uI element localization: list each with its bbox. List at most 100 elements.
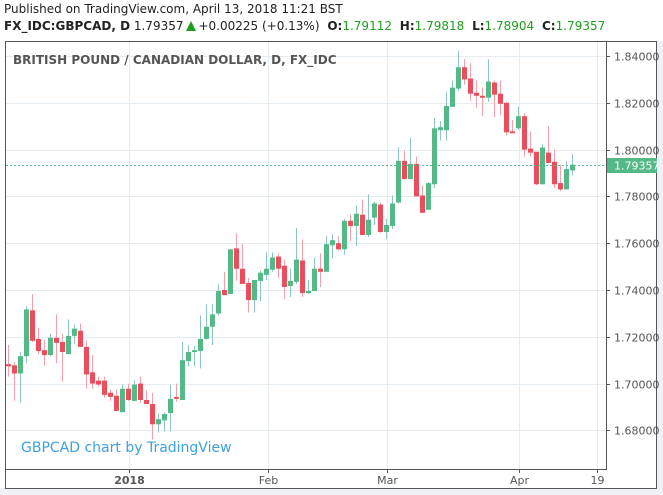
candle-body (6, 364, 11, 367)
candle-body (396, 160, 401, 203)
candle-up (516, 106, 521, 131)
candle-body (354, 213, 359, 226)
candle-body (384, 224, 389, 232)
price-axis[interactable]: 1.84000 1.82000 1.80000 1.78000 1.76000 1.740… (606, 51, 660, 438)
candle-body (192, 350, 197, 353)
candle-body (210, 314, 215, 327)
candle-body (486, 81, 491, 98)
candle-down (60, 333, 65, 382)
candle-body (378, 204, 383, 232)
candles (6, 50, 575, 440)
y-tick-label: 1.82000 (614, 98, 660, 111)
candle-body (36, 338, 41, 352)
close-value: 1.79357 (555, 19, 606, 33)
candle-body (216, 290, 221, 314)
candle-body (96, 380, 101, 385)
candle-up (432, 118, 437, 189)
candle-body (18, 356, 23, 374)
candle-body (102, 380, 107, 395)
candle-down (474, 80, 479, 108)
candle-up (228, 249, 233, 294)
candle-up (444, 91, 449, 141)
price-change: +0.00225 (+0.13%) (198, 19, 320, 33)
y-tick-label: 1.70000 (614, 379, 660, 392)
candle-down (528, 131, 533, 157)
candle-body (60, 341, 65, 353)
candle-down (114, 389, 119, 411)
candle-body (162, 414, 167, 421)
candle-body (84, 346, 89, 375)
candle-down (138, 376, 143, 404)
candle-down (246, 277, 251, 313)
low-label: L: (472, 19, 485, 33)
candle-down (468, 63, 473, 101)
candle-down (504, 101, 509, 136)
candle-body (390, 203, 395, 226)
candle-body (126, 388, 131, 400)
y-tick-label: 1.80000 (614, 145, 660, 158)
candle-body (264, 268, 269, 275)
candle-up (408, 137, 413, 180)
candle-down (36, 327, 41, 355)
candle-body (570, 164, 575, 171)
grid (6, 42, 606, 469)
candle-body (198, 338, 203, 352)
candle-body (108, 392, 113, 397)
candle-body (414, 163, 419, 197)
candle-body (114, 395, 119, 411)
candle-body (156, 419, 161, 425)
candle-down (222, 271, 227, 296)
candle-body (258, 272, 263, 281)
candle-body (168, 398, 173, 414)
candle-up (162, 412, 167, 432)
chart-title: BRITISH POUND / CANADIAN DOLLAR, D, FX_I… (13, 53, 337, 68)
candle-down (126, 383, 131, 401)
candle-up (342, 218, 347, 255)
candle-body (30, 310, 35, 341)
candle-up (306, 279, 311, 294)
candle-body (228, 249, 233, 294)
candle-body (138, 383, 143, 400)
candle-up (180, 341, 185, 400)
candle-down (90, 355, 95, 389)
candle-down (150, 392, 155, 440)
candle-body (366, 219, 371, 236)
candle-body (318, 268, 323, 272)
candle-down (492, 80, 497, 118)
x-tick-label: Feb (259, 474, 278, 487)
candle-up (198, 315, 203, 369)
candle-up (24, 306, 29, 364)
candle-body (348, 220, 353, 226)
candle-down (108, 389, 113, 401)
candle-body (420, 195, 425, 213)
symbol-label: FX_IDC:GBPCAD, D (4, 19, 131, 33)
candle-up (324, 236, 329, 272)
candle-body (498, 93, 503, 104)
candle-body (444, 105, 449, 131)
time-axis[interactable]: 2018 Feb Mar Apr 19 (114, 469, 605, 487)
candle-body (504, 102, 509, 133)
candle-up (252, 279, 257, 313)
candle-down (462, 59, 467, 85)
candle-down (54, 314, 59, 364)
candle-down (420, 185, 425, 213)
candle-up (540, 144, 545, 185)
candle-body (324, 244, 329, 272)
candle-up (384, 218, 389, 240)
candle-body (510, 131, 515, 134)
candle-body (534, 151, 539, 185)
watermark[interactable]: GBPCAD chart by TradingView (21, 440, 232, 456)
candle-body (204, 326, 209, 339)
candle-up (450, 80, 455, 107)
candle-down (240, 244, 245, 284)
candle-down (318, 253, 323, 287)
candle-down (30, 293, 35, 342)
candle-up (456, 50, 461, 91)
chart-frame (5, 41, 657, 489)
candle-up (156, 413, 161, 433)
candle-up (258, 270, 263, 302)
candle-down (84, 340, 89, 389)
candle-down (96, 376, 101, 387)
candle-down (276, 253, 281, 278)
